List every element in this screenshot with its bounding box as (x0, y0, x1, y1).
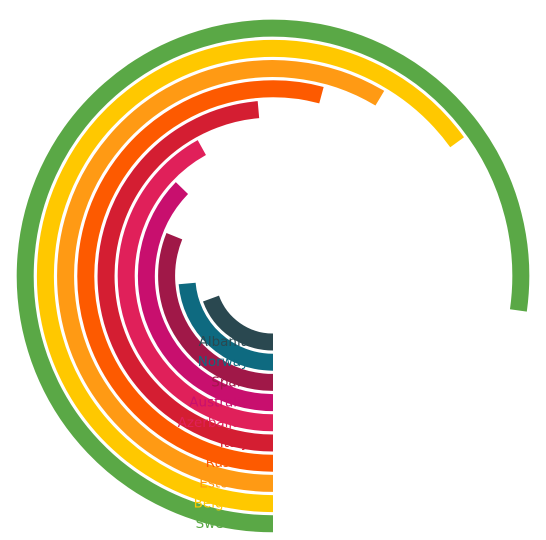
ring-italy (97, 101, 274, 452)
label-australia: Australia (189, 395, 249, 411)
ring-belgium (36, 39, 464, 513)
ring-russia (77, 80, 324, 472)
ring-albania (202, 295, 274, 351)
label-estonia: Estonia (199, 475, 249, 491)
label-russia: Russia (206, 455, 249, 471)
ring-spain (158, 232, 274, 391)
label-norway: Norway (198, 354, 249, 370)
label-sweden: Sweden (196, 516, 249, 532)
ring-norway (178, 282, 274, 371)
ring-sweden (16, 19, 530, 533)
label-albania: Albania (199, 334, 249, 350)
label-spain: Spain (211, 374, 249, 390)
label-belgium: Belgium (194, 496, 249, 512)
label-italy: Italy (220, 435, 249, 451)
ring-australia (137, 182, 274, 412)
ring-azerbaijan (117, 140, 274, 432)
ring-estonia (57, 60, 385, 492)
label-azerbaijan: Azerbaijan (178, 415, 249, 431)
